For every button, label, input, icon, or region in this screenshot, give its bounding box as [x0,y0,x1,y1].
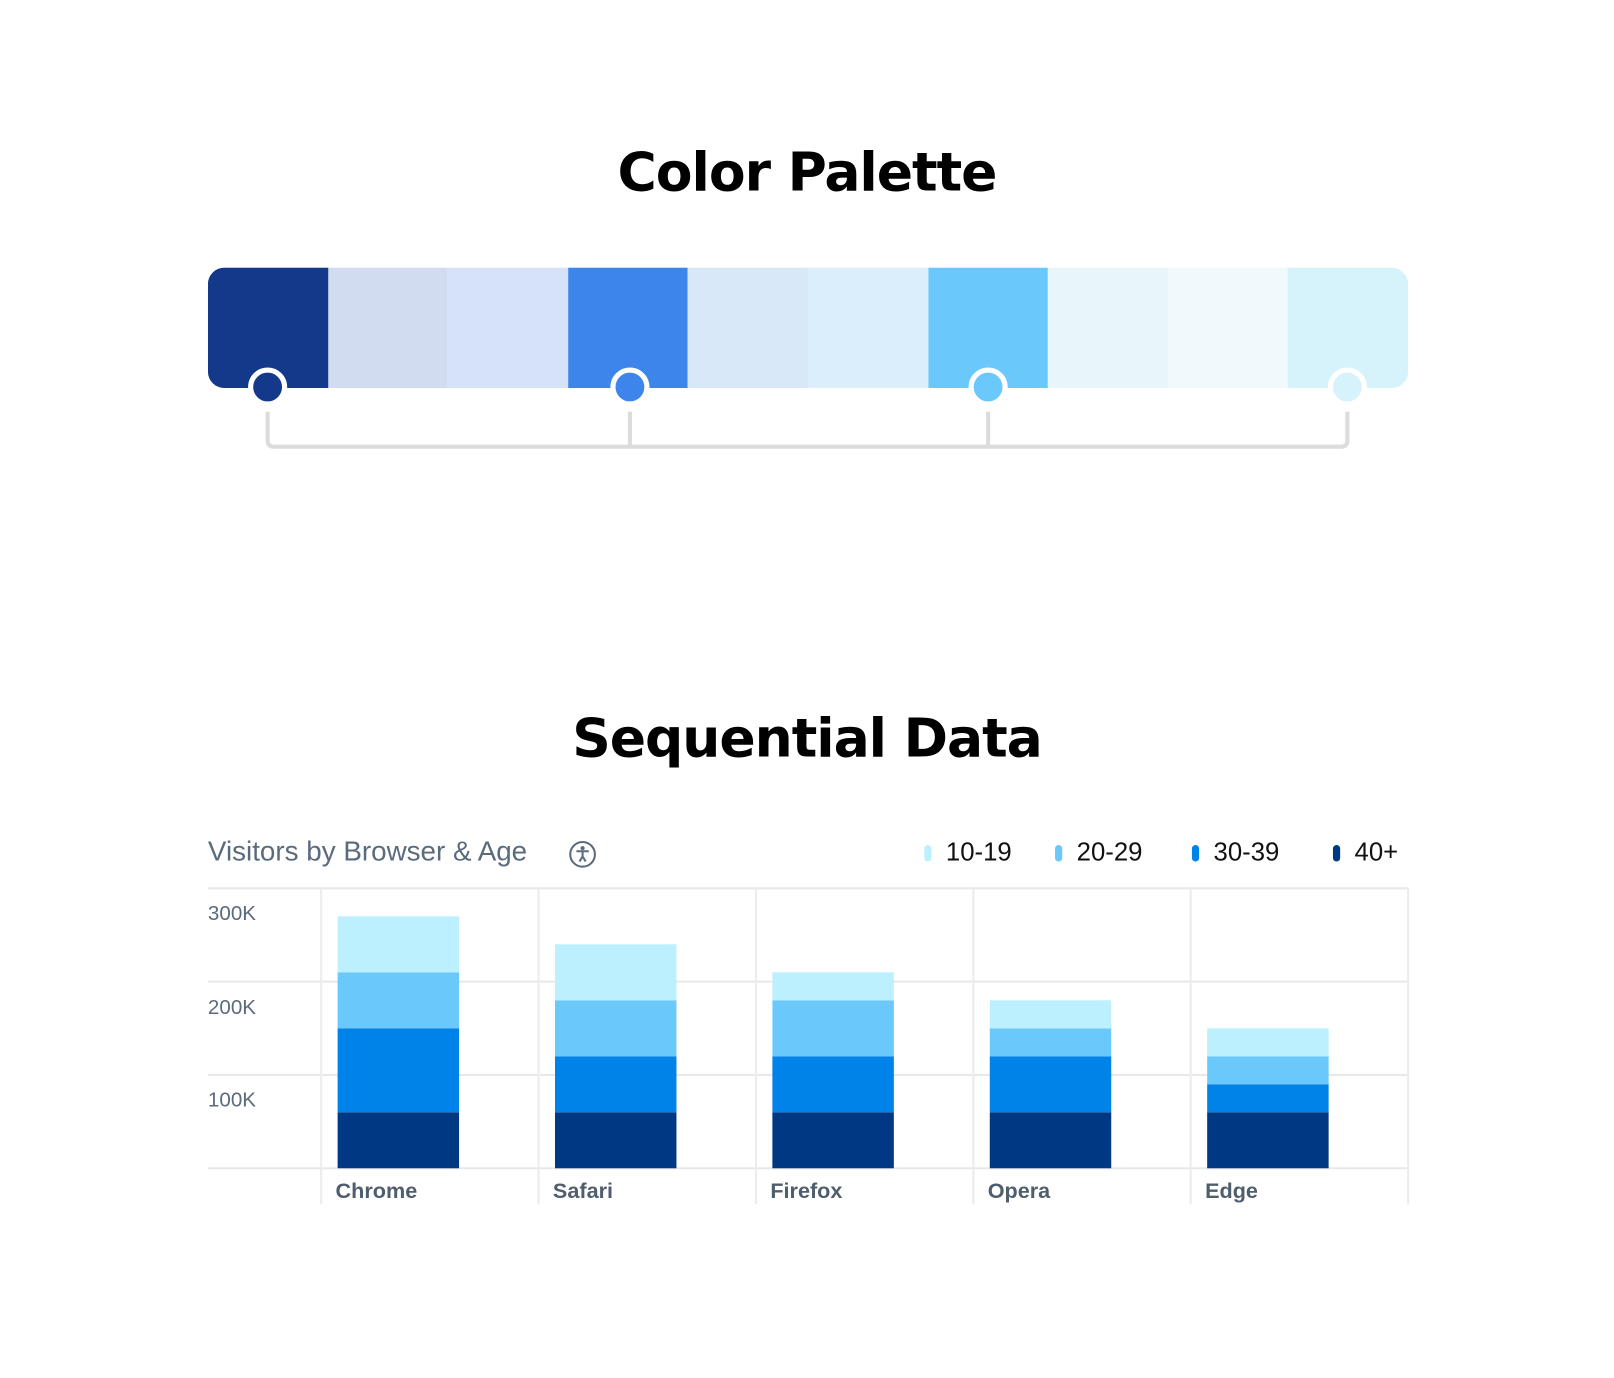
bar-segment-chrome-30-39[interactable] [337,1028,460,1113]
bar-segment-safari-30-39[interactable] [554,1056,677,1113]
bar-segment-firefox-30-39[interactable] [772,1056,894,1113]
legend-swatch [924,844,932,862]
palette-key-color-marker[interactable] [968,367,1008,407]
palette-swatch [1167,267,1289,389]
palette-swatch [1047,267,1168,389]
palette-key-color-marker[interactable] [610,367,650,407]
legend-swatch [1332,844,1341,862]
y-tick-label: 300K [207,902,257,926]
bar-segment-opera-10-19[interactable] [989,1000,1112,1029]
legend-swatch [1055,844,1063,862]
palette-bracket [265,411,1350,449]
palette-key-color-marker[interactable] [1327,367,1367,407]
x-tick-label: Edge [1205,1179,1258,1204]
palette-swatch [327,267,448,389]
legend-label: 40+ [1354,837,1399,867]
bar-segment-firefox-10-19[interactable] [772,972,894,1001]
palette-key-color-marker[interactable] [248,367,288,407]
legend-label: 20-29 [1076,837,1143,867]
bar-segment-chrome-40+[interactable] [337,1112,460,1169]
bar-segment-safari-40+[interactable] [554,1112,677,1169]
bar-segment-edge-20-29[interactable] [1207,1056,1329,1085]
accessibility-icon[interactable] [568,840,597,869]
stacked-bar-chart [207,887,1410,1205]
legend-item: 20-29 [1055,838,1142,868]
bar-segment-firefox-40+[interactable] [772,1112,894,1169]
bar-segment-chrome-10-19[interactable] [337,916,460,973]
palette-swatch [687,267,808,389]
legend-item: 10-19 [924,837,1012,868]
legend-item: 30-39 [1191,837,1280,868]
bar-segment-opera-40+[interactable] [989,1112,1112,1169]
bar-segment-edge-30-39[interactable] [1207,1084,1329,1113]
palette-swatch [807,267,928,389]
x-tick-label: Firefox [770,1179,843,1204]
legend-item: 40+ [1332,837,1399,868]
palette-swatch [447,267,568,389]
y-tick-label: 100K [207,1089,257,1112]
bracket-line [265,411,1350,449]
bar-segment-chrome-20-29[interactable] [337,972,460,1029]
legend-swatch [1191,844,1200,862]
bar-segment-safari-20-29[interactable] [554,1000,677,1057]
section-title: Sequential Data [572,708,1043,770]
bar-segment-edge-10-19[interactable] [1207,1028,1329,1057]
x-tick-label: Chrome [335,1179,418,1204]
y-tick-label: 200K [207,996,257,1019]
x-tick-label: Opera [987,1179,1051,1204]
legend-label: 10-19 [945,837,1012,867]
chart-title: Visitors by Browser & Age [207,835,528,867]
bar-segment-firefox-20-29[interactable] [772,1000,894,1057]
bar-segment-opera-30-39[interactable] [989,1056,1112,1113]
x-tick-label: Safari [552,1179,614,1204]
palette-title: Color Palette [617,142,998,204]
bar-segment-safari-10-19[interactable] [554,944,677,1001]
bar-segment-opera-20-29[interactable] [989,1028,1112,1057]
legend-label: 30-39 [1213,837,1280,867]
bar-segment-edge-40+[interactable] [1207,1112,1329,1169]
